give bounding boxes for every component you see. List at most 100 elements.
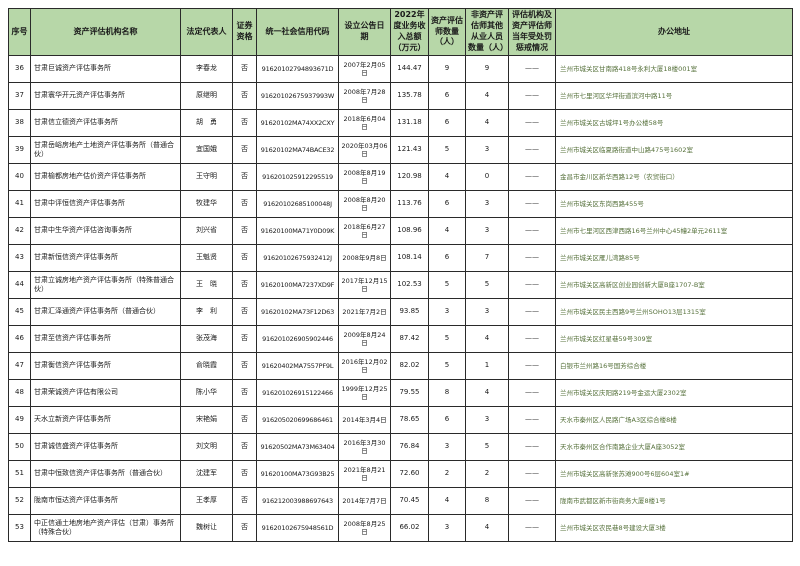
- cell-announce_date: 2008年8月19日: [338, 163, 391, 191]
- cell-appraisers: 5: [428, 325, 466, 353]
- cell-appraisers: 9: [428, 55, 466, 83]
- table-row: 36 甘肃巨诚资产评估事务所 李春龙否 91620102794893671D 2007年…: [8, 55, 793, 83]
- cell-appraisers: 6: [428, 82, 466, 110]
- cell-announce_date: 2016年12月02日: [338, 352, 391, 380]
- cell-name: 甘肃衡信资产评估事务所: [30, 352, 181, 380]
- cell-securities: 否: [232, 379, 257, 407]
- table-row: 46 甘肃至信资产评估事务所 张茂海否 916201026905902446 2009年…: [8, 325, 793, 353]
- table-row: 49 天水立新资产评估事务所 宋艳娟否 916205020699686461 2014年…: [8, 406, 793, 434]
- cell-revenue_2022: 78.65: [390, 406, 429, 434]
- cell-credit_code: 91620402MA7557PF9L: [256, 352, 339, 380]
- cell-revenue_2022: 72.60: [390, 460, 429, 488]
- cell-announce_date: 2008年8月25日: [338, 514, 391, 542]
- cell-address: 兰州市七里河区西津西路16号兰州中心45幢2单元2611室: [555, 217, 793, 245]
- cell-name: 甘肃诚信盛资产评估事务所: [30, 433, 181, 461]
- cell-revenue_2022: 82.02: [390, 352, 429, 380]
- cell-index: 44: [8, 271, 31, 299]
- cell-other_staff: 5: [465, 433, 509, 461]
- cell-penalty: ——: [508, 136, 556, 164]
- cell-index: 41: [8, 190, 31, 218]
- cell-index: 48: [8, 379, 31, 407]
- appraisal-institutions-table: 序号 资产评估机构名称 法定代表人 证券资格 统一社会信用代码 设立公告日期 2022年度业…: [8, 8, 793, 542]
- cell-name: 甘肃中评恒信资产评估事务所: [30, 190, 181, 218]
- cell-legal_rep: 李 利: [180, 298, 233, 326]
- table-row: 51 甘肃中恒致信资产评估事务所（普通合伙） 沈建军否 91620100MA73G93…: [8, 460, 793, 488]
- cell-index: 52: [8, 487, 31, 515]
- cell-index: 40: [8, 163, 31, 191]
- cell-appraisers: 5: [428, 271, 466, 299]
- column-header-securities: 证券资格: [232, 8, 257, 56]
- cell-other_staff: 3: [465, 190, 509, 218]
- table-row: 42 甘肃中生华资产评估咨询事务所 刘兴省否 91620100MA71Y0D09K 20…: [8, 217, 793, 245]
- cell-address: 白银市兰州路16号国芳综合楼: [555, 352, 793, 380]
- cell-appraisers: 6: [428, 244, 466, 272]
- column-header-credit_code: 统一社会信用代码: [256, 8, 339, 56]
- cell-penalty: ——: [508, 271, 556, 299]
- cell-legal_rep: 刘文明: [180, 433, 233, 461]
- cell-credit_code: 91620102MA74XX2CXY: [256, 109, 339, 137]
- cell-name: 甘肃至信资产评估事务所: [30, 325, 181, 353]
- cell-appraisers: 3: [428, 298, 466, 326]
- cell-credit_code: 916201026915122466: [256, 379, 339, 407]
- cell-credit_code: 91620102675932412J: [256, 244, 339, 272]
- cell-announce_date: 2008年7月28日: [338, 82, 391, 110]
- table-header: 序号 资产评估机构名称 法定代表人 证券资格 统一社会信用代码 设立公告日期 2022年度业…: [8, 8, 793, 56]
- cell-appraisers: 4: [428, 163, 466, 191]
- cell-legal_rep: 魏树让: [180, 514, 233, 542]
- cell-index: 53: [8, 514, 31, 542]
- cell-securities: 否: [232, 271, 257, 299]
- cell-announce_date: 2021年8月21日: [338, 460, 391, 488]
- cell-legal_rep: 王孝厚: [180, 487, 233, 515]
- cell-announce_date: 2014年7月7日: [338, 487, 391, 515]
- cell-other_staff: 8: [465, 487, 509, 515]
- cell-address: 兰州市城关区高新区创业园创新大厦B座1707-B室: [555, 271, 793, 299]
- table-row: 45 甘肃汇泽通资产评估事务所（普通合伙）李 利否 91620102MA73F12D…: [8, 298, 793, 326]
- table-row: 39 甘肃岳峪房地产土地资产评估事务所（普通合伙） 宜国娥否 91620102MA74…: [8, 136, 793, 164]
- cell-address: 兰州市城关区东岗西路455号: [555, 190, 793, 218]
- column-header-appraisers: 资产评估师数量（人）: [428, 8, 466, 56]
- cell-name: 甘肃榆都房地产估价资产评估事务所: [30, 163, 181, 191]
- cell-announce_date: 2018年6月04日: [338, 109, 391, 137]
- cell-credit_code: 91620102794893671D: [256, 55, 339, 83]
- cell-appraisers: 2: [428, 460, 466, 488]
- cell-appraisers: 6: [428, 190, 466, 218]
- cell-appraisers: 5: [428, 136, 466, 164]
- cell-securities: 否: [232, 514, 257, 542]
- table-body: 36 甘肃巨诚资产评估事务所 李春龙否 91620102794893671D 2007年…: [8, 55, 793, 542]
- cell-revenue_2022: 131.18: [390, 109, 429, 137]
- cell-penalty: ——: [508, 82, 556, 110]
- cell-credit_code: 91620102675937993W: [256, 82, 339, 110]
- column-header-revenue_2022: 2022年度业务收入总额（万元）: [390, 8, 429, 56]
- table-row: 40 甘肃榆都房地产估价资产评估事务所 王守明否 916201025912295519…: [8, 163, 793, 191]
- cell-securities: 否: [232, 406, 257, 434]
- cell-announce_date: 2008年8月20日: [338, 190, 391, 218]
- cell-credit_code: 91620502MA73M63404: [256, 433, 339, 461]
- cell-penalty: ——: [508, 244, 556, 272]
- cell-penalty: ——: [508, 190, 556, 218]
- cell-legal_rep: 宜国娥: [180, 136, 233, 164]
- cell-appraisers: 6: [428, 406, 466, 434]
- cell-revenue_2022: 87.42: [390, 325, 429, 353]
- cell-index: 46: [8, 325, 31, 353]
- cell-address: 兰州市城关区庆阳路219号金运大厦2302室: [555, 379, 793, 407]
- cell-securities: 否: [232, 136, 257, 164]
- cell-index: 36: [8, 55, 31, 83]
- cell-credit_code: 91620100MA73G93B25: [256, 460, 339, 488]
- cell-revenue_2022: 102.53: [390, 271, 429, 299]
- cell-name: 甘肃立诚房地产资产评估事务所（特殊普通合伙）: [30, 271, 181, 299]
- cell-index: 42: [8, 217, 31, 245]
- cell-revenue_2022: 79.55: [390, 379, 429, 407]
- cell-securities: 否: [232, 460, 257, 488]
- column-header-address: 办公地址: [555, 8, 793, 56]
- cell-appraisers: 4: [428, 487, 466, 515]
- cell-other_staff: 7: [465, 244, 509, 272]
- cell-penalty: ——: [508, 325, 556, 353]
- cell-revenue_2022: 66.02: [390, 514, 429, 542]
- column-header-legal_rep: 法定代表人: [180, 8, 233, 56]
- cell-penalty: ——: [508, 109, 556, 137]
- cell-index: 43: [8, 244, 31, 272]
- table-row: 52 陇南市恒达资产评估事务所 王孝厚否 916212003988697643 2014…: [8, 487, 793, 515]
- cell-credit_code: 916201025912295519: [256, 163, 339, 191]
- cell-name: 甘肃岳峪房地产土地资产评估事务所（普通合伙）: [30, 136, 181, 164]
- cell-other_staff: 4: [465, 82, 509, 110]
